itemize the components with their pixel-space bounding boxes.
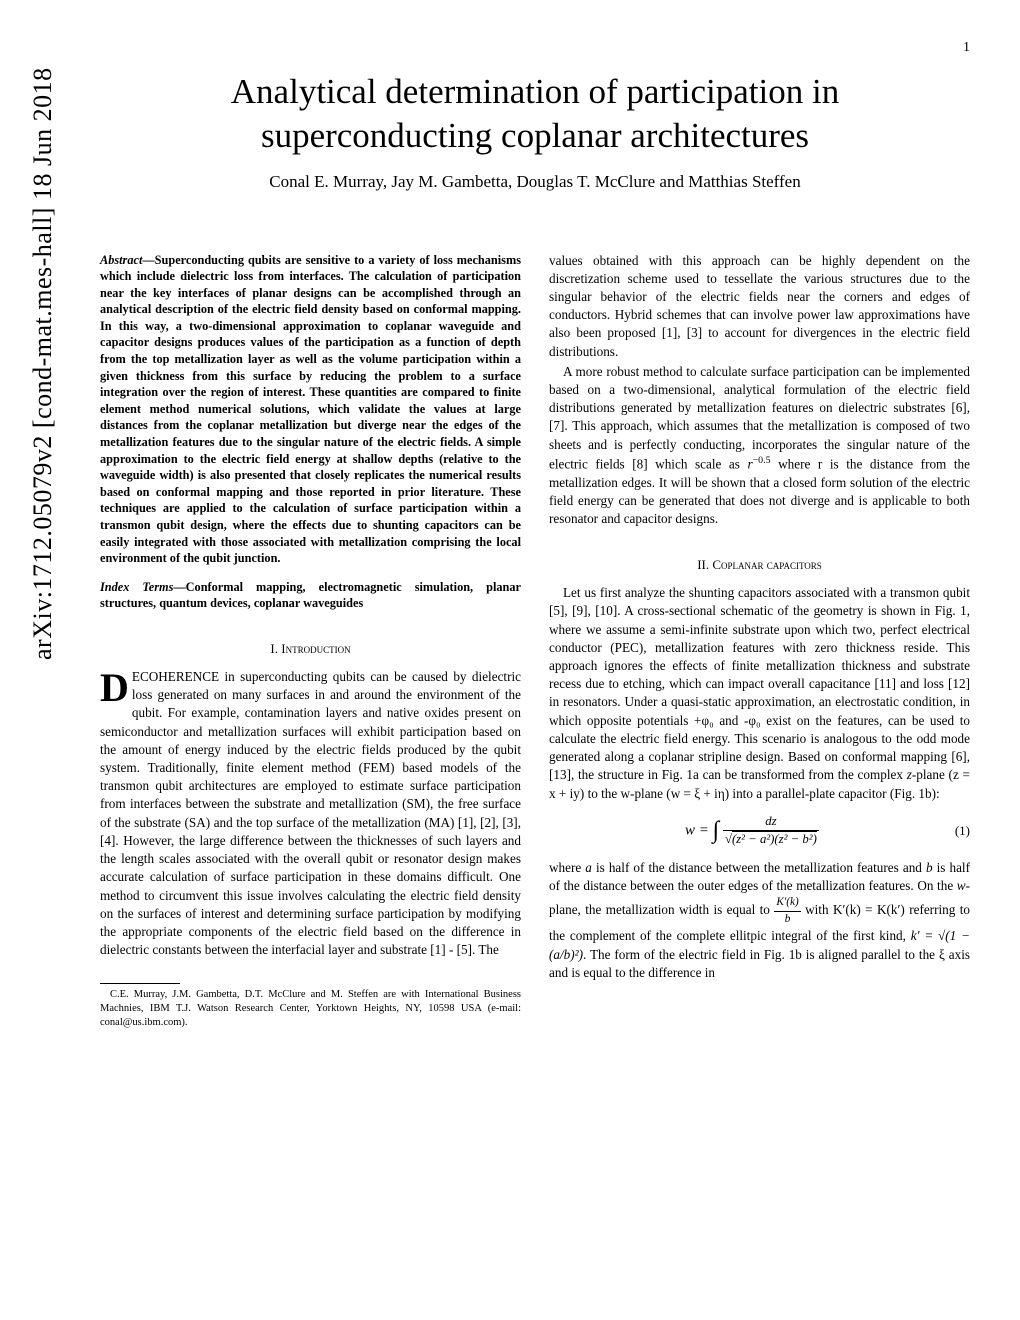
Kprime-numerator: K′(k): [774, 895, 800, 911]
dropcap-letter: D: [100, 668, 132, 705]
col2-paragraph-3: Let us first analyze the shunting capaci…: [549, 584, 970, 803]
section-1-heading: I. Introduction: [100, 640, 521, 658]
two-column-layout: Abstract—Superconducting qubits are sens…: [100, 252, 970, 1030]
equation-1-body: w = ∫ dz √(z² − a²)(z² − b²): [549, 813, 955, 849]
page-content: 1 Analytical determination of participat…: [100, 40, 970, 1280]
var-b: b: [926, 860, 933, 875]
var-w: w: [957, 878, 966, 893]
footnote-rule: [100, 983, 180, 984]
Kprime-denominator: b: [774, 912, 800, 927]
equation-1: w = ∫ dz √(z² − a²)(z² − b²) (1): [549, 813, 970, 849]
page-number: 1: [963, 40, 970, 56]
abstract-label: Abstract: [100, 253, 142, 267]
col2-paragraph-1: values obtained with this approach can b…: [549, 252, 970, 361]
intro-paragraph-1: DECOHERENCE in superconducting qubits ca…: [100, 668, 521, 960]
equation-1-number: (1): [955, 822, 970, 840]
r-exponent: −0.5: [753, 455, 771, 466]
var-a: a: [585, 860, 592, 875]
left-column: Abstract—Superconducting qubits are sens…: [100, 252, 521, 1030]
col2-paragraph-2: A more robust method to calculate surfac…: [549, 363, 970, 528]
right-column: values obtained with this approach can b…: [549, 252, 970, 1030]
col2-paragraph-4: where a is half of the distance between …: [549, 859, 970, 982]
title-line-1: Analytical determination of participatio…: [231, 72, 839, 111]
paper-authors: Conal E. Murray, Jay M. Gambetta, Dougla…: [100, 172, 970, 192]
section-2-heading: II. Coplanar capacitors: [549, 556, 970, 574]
intro-para1-rest: ECOHERENCE in superconducting qubits can…: [100, 669, 521, 957]
abstract-body: —Superconducting qubits are sensitive to…: [100, 253, 521, 566]
author-affiliation-footnote: C.E. Murray, J.M. Gambetta, D.T. McClure…: [100, 988, 521, 1029]
abstract-block: Abstract—Superconducting qubits are sens…: [100, 252, 521, 567]
col2-para3-a: Let us first analyze the shunting capaci…: [549, 585, 970, 782]
index-terms-label: Index Terms: [100, 580, 173, 594]
col2-para4-a: where: [549, 860, 585, 875]
arxiv-stamp: arXiv:1712.05079v2 [cond-mat.mes-hall] 1…: [28, 67, 58, 660]
title-line-2: superconducting coplanar architectures: [261, 116, 809, 155]
index-terms-block: Index Terms—Conformal mapping, electroma…: [100, 579, 521, 612]
paper-title: Analytical determination of participatio…: [100, 70, 970, 158]
col2-para4-b: is half of the distance between the meta…: [592, 860, 926, 875]
col2-para4-f: . The form of the electric field in Fig.…: [549, 947, 970, 980]
